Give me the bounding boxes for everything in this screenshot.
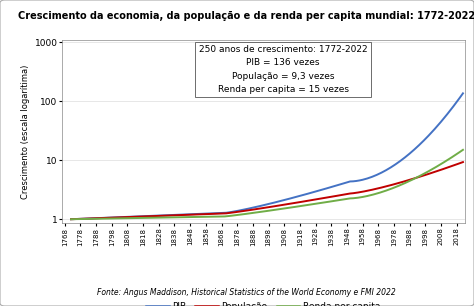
Y-axis label: Crescimento (escala logarítima): Crescimento (escala logarítima) [21,64,30,199]
Legend: PIB, População, Renda per capita: PIB, População, Renda per capita [142,298,384,306]
Text: Crescimento da economia, da população e da renda per capita mundial: 1772-2022: Crescimento da economia, da população e … [18,11,474,21]
Text: Fonte: Angus Maddison, Historical Statistics of the World Economy e FMI 2022: Fonte: Angus Maddison, Historical Statis… [97,288,396,297]
Text: 250 anos de crescimento: 1772-2022
PIB = 136 vezes
População = 9,3 vezes
Renda p: 250 anos de crescimento: 1772-2022 PIB =… [199,45,367,94]
